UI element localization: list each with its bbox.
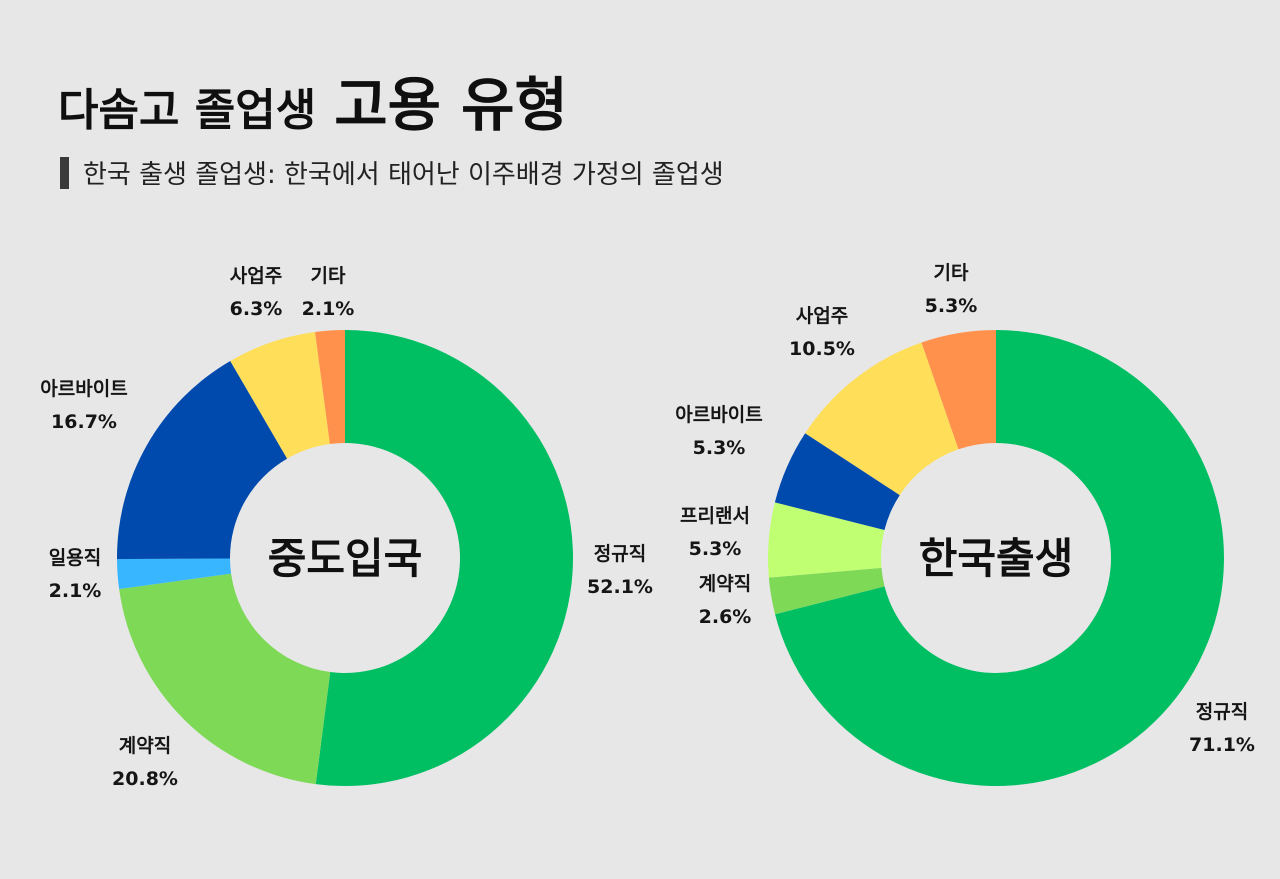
slice-정규직 bbox=[315, 330, 573, 786]
subtitle: 한국 출생 졸업생: 한국에서 태어난 이주배경 가정의 졸업생 bbox=[60, 154, 724, 191]
donut-chart-1: 정규직 52.1% 계약직 20.8% 일용직 2.1% 아르바이트 16.7% 사업주 6.3%… bbox=[40, 265, 653, 790]
title-emphasis: 고용 유형 bbox=[334, 71, 568, 139]
slice-label: 아르바이트 bbox=[675, 404, 762, 426]
slice-label: 아르바이트 bbox=[40, 378, 127, 400]
page-title: 다솜고 졸업생 고용 유형 bbox=[58, 58, 568, 142]
slice-계약직 bbox=[768, 567, 885, 615]
slice-label: 사업주 bbox=[230, 265, 282, 287]
slice-기타 bbox=[921, 330, 996, 450]
donut-center-label: 한국출생 bbox=[919, 534, 1074, 583]
slice-value-label: 16.7% bbox=[51, 411, 117, 433]
slice-value-label: 10.5% bbox=[789, 338, 855, 360]
slice-일용직 bbox=[117, 558, 232, 590]
donut-chart-2: 정규직 71.1% 계약직 2.6% 프리랜서 5.3% 아르바이트 5.3% 사업주 10.5%… bbox=[675, 262, 1255, 787]
slice-사업주 bbox=[230, 331, 330, 459]
slice-아르바이트 bbox=[774, 433, 900, 530]
slice-value-label: 20.8% bbox=[112, 768, 178, 790]
slice-value-label: 2.1% bbox=[49, 580, 102, 602]
slice-label: 프리랜서 bbox=[680, 505, 750, 527]
title-lead: 다솜고 졸업생 bbox=[58, 85, 317, 136]
slice-value-label: 52.1% bbox=[587, 576, 653, 598]
slice-프리랜서 bbox=[768, 502, 885, 578]
slice-label: 계약직 bbox=[119, 735, 171, 757]
slice-value-label: 5.3% bbox=[693, 437, 746, 459]
slice-label: 정규직 bbox=[594, 543, 646, 565]
subtitle-text: 한국 출생 졸업생: 한국에서 태어난 이주배경 가정의 졸업생 bbox=[83, 160, 724, 190]
slice-label: 정규직 bbox=[1196, 701, 1248, 723]
slice-계약직 bbox=[119, 573, 331, 785]
donut-hole bbox=[881, 443, 1111, 673]
slice-label: 기타 bbox=[311, 265, 346, 287]
slice-value-label: 6.3% bbox=[230, 298, 283, 320]
slice-value-label: 2.6% bbox=[699, 606, 752, 628]
slice-정규직 bbox=[775, 330, 1224, 787]
slice-아르바이트 bbox=[116, 360, 288, 560]
slice-label: 사업주 bbox=[796, 305, 848, 327]
slice-value-label: 5.3% bbox=[925, 295, 978, 317]
slice-사업주 bbox=[805, 342, 959, 496]
donut-center-label: 중도입국 bbox=[268, 534, 423, 583]
slice-label: 일용직 bbox=[49, 547, 101, 569]
slice-기타 bbox=[315, 330, 345, 444]
slice-value-label: 2.1% bbox=[302, 298, 355, 320]
slice-value-label: 71.1% bbox=[1189, 734, 1255, 756]
slice-label: 계약직 bbox=[699, 573, 751, 595]
donut-hole bbox=[230, 443, 460, 673]
slice-value-label: 5.3% bbox=[689, 538, 742, 560]
slice-label: 기타 bbox=[934, 262, 969, 284]
subtitle-marker bbox=[60, 156, 69, 189]
